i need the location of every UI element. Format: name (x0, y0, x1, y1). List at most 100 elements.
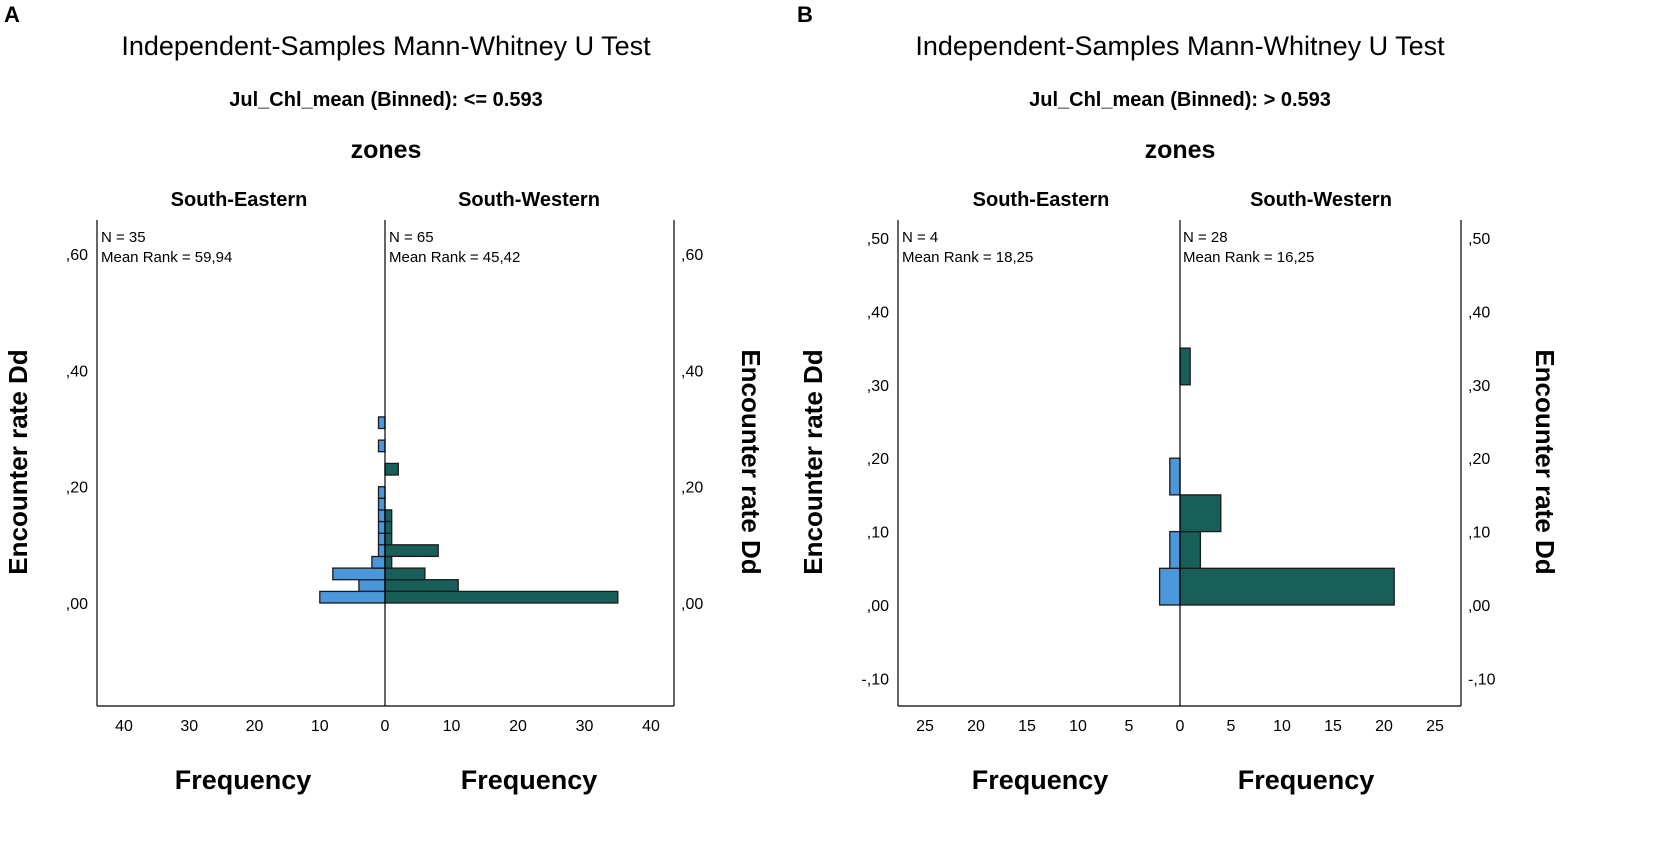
panel-a-bar-left-5 (377, 532, 386, 546)
panel-b-x-tick-left-1: 20 (967, 718, 985, 735)
panel-b-y-tick-left-3: ,20 (867, 451, 889, 468)
panel-b-y-tick-right-4: ,10 (1468, 525, 1490, 542)
panel-a-x-tick-left-0: 40 (115, 718, 133, 735)
panel-b-group-left-name: South-Eastern (973, 189, 1110, 211)
panel-a-x-tick-left-4: 0 (381, 718, 390, 735)
panel-a-subtitle: Jul_Chl_mean (Binned): <= 0.593 (229, 89, 542, 111)
panel-a-left-mean-rank: Mean Rank = 59,94 (101, 249, 232, 266)
panel-a-x-ticks: 40 30 20 10 0 10 20 30 40 (115, 718, 660, 735)
panel-a-bar-left-9 (377, 486, 386, 499)
panel-b-bar-left-1 (1169, 530, 1181, 569)
panel-b-y-tick-left-4: ,10 (867, 525, 889, 542)
panel-b-subtitle: Jul_Chl_mean (Binned): > 0.593 (1029, 89, 1331, 111)
panel-b-y-tick-right-5: ,00 (1468, 598, 1490, 615)
panel-a-y-tick-right-1: ,40 (681, 363, 703, 380)
panel-b-y-ticks-right: ,50 ,40 ,30 ,20 ,10 ,00 -,10 (1468, 231, 1496, 688)
panel-a-bar-left-6 (377, 520, 386, 534)
panel-a-group-right-name: South-Western (458, 189, 600, 211)
panel-a-bar-right-0 (384, 590, 619, 604)
panel-b-y-tick-right-3: ,20 (1468, 451, 1490, 468)
panel-b-bar-left-0 (1158, 567, 1181, 606)
panel-b-x-tick-right-4: 25 (1426, 718, 1444, 735)
panel-a-x-tick-right-2: 30 (576, 718, 594, 735)
panel-a-bar-left-8 (377, 497, 386, 511)
panel-b-x-title-right: Frequency (1238, 765, 1375, 795)
panel-b-y-tick-left-0: ,50 (867, 231, 889, 248)
panel-a-bar-right-2 (384, 567, 426, 581)
panel-b-y-tick-right-1: ,40 (1468, 304, 1490, 321)
panel-a-y-title-left: Encounter rate Dd (3, 349, 33, 574)
panel-a-y-tick-left-1: ,40 (66, 363, 88, 380)
panel-a-bar-left-0 (319, 590, 386, 604)
panel-b-y-tick-left-5: ,00 (867, 598, 889, 615)
panel-a-x-tick-left-3: 10 (311, 718, 329, 735)
panel-b-bar-right-2 (1179, 494, 1222, 533)
panel-a-bar-left-4 (377, 544, 386, 558)
panel-a-title: Independent-Samples Mann-Whitney U Test (121, 31, 651, 61)
panel-a-y-tick-left-0: ,60 (66, 247, 88, 264)
panel-b-bar-right-0 (1179, 567, 1395, 606)
panel-a-bar-right-1 (384, 579, 459, 592)
panel-b-y-title-left: Encounter rate Dd (798, 349, 828, 574)
panel-b-right-n: N = 28 (1183, 229, 1228, 246)
panel-b-x-tick-right-1: 10 (1273, 718, 1291, 735)
panel-a: A Independent-Samples Mann-Whitney U Tes… (3, 2, 766, 795)
panel-a-x-title-left: Frequency (175, 765, 312, 795)
panel-b-x-tick-right-2: 15 (1324, 718, 1342, 735)
panel-b-x-tick-left-5: 0 (1176, 718, 1185, 735)
panel-b-left-mean-rank: Mean Rank = 18,25 (902, 249, 1033, 266)
panel-a-bar-left-7 (377, 509, 386, 523)
panel-b-y-tick-left-1: ,40 (867, 304, 889, 321)
panel-b-x-tick-left-4: 5 (1125, 718, 1134, 735)
panel-a-y-ticks-right: ,60 ,40 ,20 ,00 (681, 247, 703, 613)
panel-b-grouping-label: zones (1145, 136, 1216, 164)
panel-b: B Independent-Samples Mann-Whitney U Tes… (797, 2, 1560, 795)
panel-b-x-tick-left-3: 10 (1069, 718, 1087, 735)
panel-b-x-tick-right-3: 20 (1375, 718, 1393, 735)
panel-b-y-tick-left-2: ,30 (867, 378, 889, 395)
panel-b-y-tick-left-6: -,10 (861, 671, 889, 688)
panel-a-bar-right-8 (384, 462, 399, 476)
panel-b-bar-right-3 (1179, 347, 1191, 386)
panel-b-x-ticks: 25 20 15 10 5 0 5 10 15 20 25 (916, 718, 1444, 735)
panel-a-x-tick-left-1: 30 (180, 718, 198, 735)
panel-a-label: A (4, 2, 20, 27)
panel-b-x-tick-right-0: 5 (1227, 718, 1236, 735)
panel-a-bar-right-7 (384, 509, 393, 523)
panel-a-y-tick-left-2: ,20 (66, 480, 88, 497)
panel-b-right-mean-rank: Mean Rank = 16,25 (1183, 249, 1314, 266)
panel-a-y-tick-right-2: ,20 (681, 480, 703, 497)
panel-a-grouping-label: zones (351, 136, 422, 164)
panel-a-bar-left-2 (332, 567, 386, 581)
panel-a-y-tick-left-3: ,00 (66, 596, 88, 613)
panel-a-x-title-right: Frequency (461, 765, 598, 795)
panel-b-left-n: N = 4 (902, 229, 938, 246)
panel-b-bar-left-2 (1169, 457, 1181, 496)
panel-b-group-right-name: South-Western (1250, 189, 1392, 211)
panel-b-label: B (797, 2, 813, 27)
panel-b-y-ticks-left: ,50 ,40 ,30 ,20 ,10 ,00 -,10 (861, 231, 889, 688)
panel-a-x-tick-right-0: 10 (443, 718, 461, 735)
panel-a-right-mean-rank: Mean Rank = 45,42 (389, 249, 520, 266)
panel-b-x-tick-left-0: 25 (916, 718, 934, 735)
panel-a-bar-left-11 (377, 416, 386, 430)
panel-a-bar-right-5 (384, 532, 393, 546)
panel-a-bar-right-3 (384, 555, 393, 569)
panel-a-left-n: N = 35 (101, 229, 146, 246)
panel-b-bar-right-1 (1179, 530, 1202, 569)
panel-b-y-title-right: Encounter rate Dd (1530, 349, 1560, 574)
panel-b-bars (1158, 347, 1395, 606)
panel-a-bar-left-1 (358, 579, 386, 592)
panel-a-x-tick-right-1: 20 (509, 718, 527, 735)
panel-a-bar-right-6 (384, 520, 393, 534)
panel-a-bar-right-4 (384, 544, 439, 558)
panel-a-group-left-name: South-Eastern (171, 189, 308, 211)
panel-b-x-tick-left-2: 15 (1018, 718, 1036, 735)
panel-a-x-tick-left-2: 20 (246, 718, 264, 735)
panel-a-y-title-right: Encounter rate Dd (736, 349, 766, 574)
panel-b-title: Independent-Samples Mann-Whitney U Test (915, 31, 1445, 61)
panel-a-bar-left-3 (371, 555, 386, 569)
panel-b-x-title-left: Frequency (972, 765, 1109, 795)
panel-a-bar-left-10 (377, 439, 386, 453)
